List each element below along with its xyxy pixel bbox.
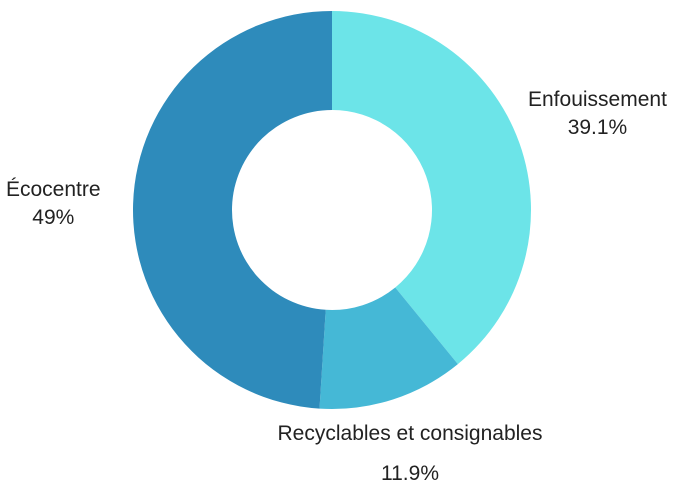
slice-label-recyclables: Recyclables et consignables 11.9% — [250, 420, 570, 482]
slice-label-enfouissement: Enfouissement 39.1% — [528, 86, 667, 142]
donut-slice-2 — [132, 11, 332, 409]
donut-slice-0 — [332, 11, 531, 365]
slice-value: 49% — [32, 206, 75, 229]
slice-name: Recyclables et consignables — [277, 422, 543, 445]
slice-value: 39.1% — [567, 116, 628, 139]
donut-slice-1 — [319, 287, 458, 410]
slice-name: Écocentre — [6, 178, 101, 201]
slice-value: 11.9% — [381, 462, 439, 482]
slice-label-ecocentre: Écocentre 49% — [6, 176, 101, 232]
slice-name: Enfouissement — [528, 88, 667, 111]
